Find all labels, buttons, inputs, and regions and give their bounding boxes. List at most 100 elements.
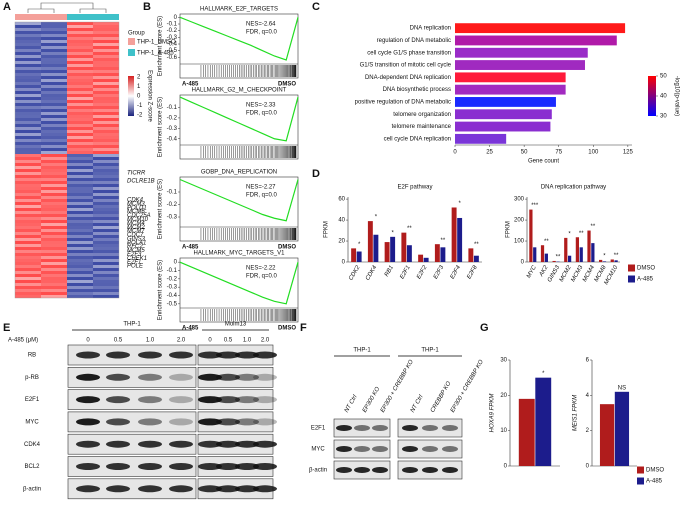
heatmap-cell xyxy=(41,247,67,250)
heatmap-cell xyxy=(41,115,67,118)
heatmap-cell xyxy=(41,22,67,25)
heatmap-cell xyxy=(15,28,41,31)
y-tick-label: -0.3 xyxy=(167,126,178,132)
heatmap-cell xyxy=(93,199,119,202)
heatmap-cell xyxy=(41,223,67,226)
blot-band xyxy=(106,463,130,470)
x-tick-label: RB1 xyxy=(384,265,395,278)
heatmap-cell xyxy=(93,208,119,211)
heatmap-cell xyxy=(67,220,93,223)
heatmap-cell xyxy=(93,127,119,130)
heatmap-cell xyxy=(67,55,93,58)
bar xyxy=(579,247,583,262)
blot-band xyxy=(235,440,259,448)
heatmap-cell xyxy=(67,196,93,199)
bar xyxy=(544,253,548,262)
dose-label: 0.5 xyxy=(114,338,123,344)
heatmap-cell xyxy=(15,118,41,121)
bar xyxy=(518,398,535,466)
heatmap-cell xyxy=(41,76,67,79)
heatmap-cell xyxy=(93,76,119,79)
heatmap-cell xyxy=(15,172,41,175)
heatmap-cell xyxy=(67,31,93,34)
heatmap-cell xyxy=(67,262,93,265)
x-end-label: A-485 xyxy=(182,245,199,251)
heatmap-cell xyxy=(41,190,67,193)
es-curve xyxy=(179,261,299,305)
y-tick-label: 0 xyxy=(174,260,178,266)
heatmap-cell xyxy=(93,250,119,253)
fdr-text: FDR, q=0.0 xyxy=(246,111,278,117)
bar xyxy=(540,245,545,262)
heatmap-cell xyxy=(41,286,67,289)
bar xyxy=(434,244,440,262)
blot-band xyxy=(422,425,438,431)
heatmap-cell xyxy=(93,118,119,121)
heatmap-cell xyxy=(67,208,93,211)
y-tick-label: 30 xyxy=(500,358,507,364)
heatmap-cell xyxy=(41,289,67,292)
heatmap-cell xyxy=(93,169,119,172)
heatmap-cell xyxy=(15,154,41,157)
x-end-label: DMSO xyxy=(278,326,296,332)
heatmap-cell xyxy=(15,196,41,199)
heatmap-cell xyxy=(15,187,41,190)
y-axis-label: FPKM xyxy=(324,221,330,238)
heatmap-cell xyxy=(93,202,119,205)
colorbar-tick-label: 40 xyxy=(660,94,667,100)
blot-band xyxy=(169,351,193,359)
heatmap-cell xyxy=(93,109,119,112)
bar xyxy=(552,260,556,262)
heatmap-cell xyxy=(93,52,119,55)
heatmap-cell xyxy=(93,58,119,61)
heatmap-cell xyxy=(67,115,93,118)
blot-band xyxy=(138,440,162,448)
heatmap-cell xyxy=(15,25,41,28)
blot-band xyxy=(138,485,162,493)
nes-text: NES=-2.22 xyxy=(246,266,276,272)
gene-label: TICRR xyxy=(127,171,146,177)
blot-band xyxy=(138,418,162,426)
x-tick-label: 125 xyxy=(623,150,634,156)
heatmap-cell xyxy=(41,265,67,268)
y-axis-label: FPKM xyxy=(506,221,512,238)
zscore-label: Expression Z-score xyxy=(146,70,152,122)
heatmap-cell xyxy=(15,268,41,271)
blot-band xyxy=(216,485,240,493)
heatmap-cell xyxy=(15,265,41,268)
heatmap-cell xyxy=(93,70,119,73)
heatmap-cell xyxy=(93,178,119,181)
heatmap-cell xyxy=(15,274,41,277)
blot-band xyxy=(235,418,259,426)
heatmap-cell xyxy=(41,79,67,82)
heatmap-cell xyxy=(41,184,67,187)
gene-label: MCM4 xyxy=(127,221,145,227)
heatmap-cell xyxy=(15,37,41,40)
blot-band xyxy=(76,396,100,404)
bar xyxy=(455,23,626,34)
heatmap-cell xyxy=(15,247,41,250)
heatmap-cell xyxy=(93,22,119,25)
heatmap-cell xyxy=(67,271,93,274)
heatmap-cell xyxy=(41,268,67,271)
heatmap-cell xyxy=(93,163,119,166)
heatmap-cell xyxy=(93,28,119,31)
heatmap-cell xyxy=(67,217,93,220)
heatmap-cell xyxy=(67,283,93,286)
y-tick-label: -0.3 xyxy=(167,285,178,291)
heatmap-frame xyxy=(14,21,120,299)
blot-band xyxy=(169,463,193,470)
significance: ** xyxy=(474,242,479,248)
heatmap-cell xyxy=(15,166,41,169)
heatmap-cell xyxy=(15,43,41,46)
y-tick-label: 4 xyxy=(586,393,590,399)
heatmap-cell xyxy=(67,160,93,163)
bar xyxy=(535,377,552,466)
heatmap-cell xyxy=(15,79,41,82)
heatmap-cell xyxy=(67,202,93,205)
heatmap-cell xyxy=(93,280,119,283)
bar xyxy=(384,242,390,262)
heatmap-cell xyxy=(67,223,93,226)
gsea-title: GOBP_DNA_REPLICATION xyxy=(201,170,277,176)
blot-strip xyxy=(67,433,197,455)
